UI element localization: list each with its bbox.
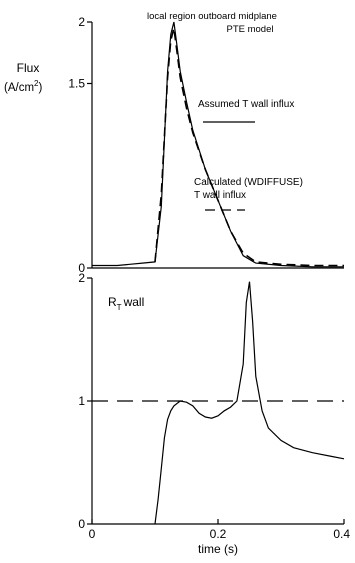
- legend-calculated-label-line1: Calculated (WDIFFUSE): [194, 177, 303, 188]
- x-axis-label: time (s): [198, 542, 238, 556]
- top-title-line1: local region outboard midplane: [147, 11, 277, 22]
- bottom-x-tick-label: 0.4: [333, 527, 350, 541]
- bottom-tick-group: 0 1 2 0 0.2 0.4: [78, 271, 350, 541]
- top-series-group: [92, 21, 344, 268]
- rt-wall-label: RT wall: [108, 295, 144, 312]
- top-y-tick-label: 0: [78, 261, 85, 275]
- top-series-1-line: [154, 28, 344, 267]
- flux-label-line1: Flux: [17, 61, 40, 75]
- legend-assumed-label: Assumed T wall influx: [198, 99, 294, 110]
- flux-label-line2: (A/cm2): [4, 79, 42, 94]
- bottom-y-tick-label: 1: [78, 394, 85, 408]
- top-y-tick-label: 1.5: [68, 77, 85, 91]
- bottom-series-group: [92, 281, 345, 525]
- top-tick-group: 01.52: [68, 15, 92, 275]
- bottom-x-tick-label: 0.2: [210, 527, 227, 541]
- bottom-series-0-line: [154, 281, 345, 525]
- bottom-y-tick-label: 2: [78, 271, 85, 285]
- top-y-tick-label: 2: [78, 15, 85, 29]
- bottom-x-tick-label: 0: [89, 527, 96, 541]
- top-series-0-line: [92, 21, 344, 268]
- legend-calculated-label-line2: T wall influx: [194, 190, 246, 201]
- bottom-y-tick-label: 0: [78, 517, 85, 531]
- top-title-line2: PTE model: [227, 24, 274, 35]
